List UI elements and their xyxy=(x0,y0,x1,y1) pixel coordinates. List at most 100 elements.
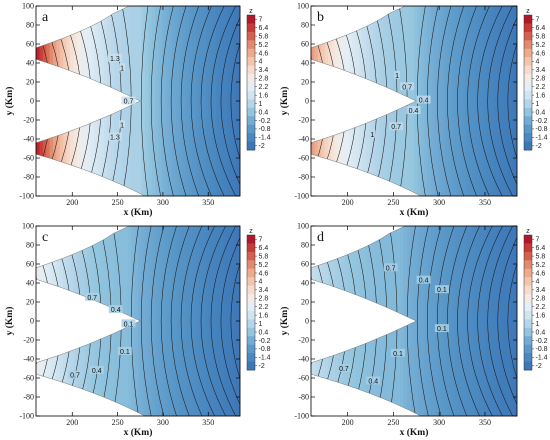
colorbar-title: z xyxy=(249,8,253,15)
colorbar-tick-label: 5.2 xyxy=(536,262,546,269)
contour-label: 0.7 xyxy=(391,124,401,131)
colorbar-title: z xyxy=(526,8,530,15)
x-tick-label: 350 xyxy=(202,418,214,427)
colorbar-tick-label: 1.6 xyxy=(536,92,546,99)
colorbar-tick-label: 1 xyxy=(536,101,540,108)
x-axis-label: x (Km) xyxy=(124,427,153,438)
contour-fill-a xyxy=(36,6,240,196)
colorbar-tick-label: -0.2 xyxy=(259,338,271,345)
panel-letter: b xyxy=(317,10,324,25)
y-axis-label: y (Km) xyxy=(279,307,290,336)
colorbar-tick-label: 5.8 xyxy=(536,253,546,260)
x-tick-label: 350 xyxy=(202,198,214,207)
contour-label: 1.3 xyxy=(110,135,120,142)
colorbar-tick-label: 7 xyxy=(536,17,540,24)
contour-label: 0.1 xyxy=(124,321,134,328)
y-tick-label: -60 xyxy=(23,154,34,163)
contour-label: 1 xyxy=(120,65,124,72)
colorbar-tick-label: 7 xyxy=(259,237,263,244)
colorbar-tick-label: 1.6 xyxy=(259,92,269,99)
contour-label: 1.3 xyxy=(110,56,120,63)
x-tick-label: 250 xyxy=(387,418,399,427)
y-tick-label: 40 xyxy=(301,279,309,288)
x-tick-label: 350 xyxy=(479,418,491,427)
y-axis-label: y (Km) xyxy=(4,87,15,116)
contour-label: 0.7 xyxy=(386,265,396,272)
y-tick-label: 100 xyxy=(297,2,309,11)
colorbar-b: z76.45.8 5.24.6 43.4 2.82.21.6 10.4 -0.2-0.8 -… xyxy=(523,8,548,151)
y-tick-label: -20 xyxy=(23,336,34,345)
colorbar-tick-label: 6.4 xyxy=(536,25,546,32)
colorbar-tick-label: 5.2 xyxy=(259,262,269,269)
colorbar-tick-label: -2 xyxy=(536,363,542,370)
y-tick-label: -20 xyxy=(298,336,309,345)
x-tick-label: 250 xyxy=(112,198,124,207)
colorbar-tick-label: 2.2 xyxy=(536,304,546,311)
colorbar-tick-label: 6.4 xyxy=(259,245,269,252)
colorbar-tick-label: 1.6 xyxy=(536,312,546,319)
y-tick-label: -100 xyxy=(294,412,309,421)
colorbar-tick-label: -1.4 xyxy=(536,135,548,142)
colorbar-tick-label: 4.6 xyxy=(536,270,546,277)
colorbar-tick-label: 5.8 xyxy=(536,33,546,40)
y-tick-label: -60 xyxy=(298,374,309,383)
contour-label: 0.1 xyxy=(437,326,447,333)
y-tick-label: 0 xyxy=(305,317,309,326)
panel-a: 200 250 300 350 -100 -80 -60 -40 -20 0 20 40 60 80 100… xyxy=(4,2,271,219)
contour-fill-b xyxy=(311,6,517,196)
colorbar-tick-label: 2.8 xyxy=(536,76,546,83)
x-tick-label: 200 xyxy=(342,198,354,207)
colorbar-tick-label: 5.8 xyxy=(259,253,269,260)
colorbar-tick-label: 2.2 xyxy=(536,84,546,91)
colorbar-tick-label: 2.2 xyxy=(259,84,269,91)
colorbar-tick-label: 0.4 xyxy=(259,329,269,336)
x-tick-label: 300 xyxy=(157,418,169,427)
contour-label: 0.7 xyxy=(339,366,349,373)
colorbar-tick-label: -0.8 xyxy=(536,126,548,133)
colorbar-tick-label: 4.6 xyxy=(536,50,546,57)
x-tick-label: 200 xyxy=(66,418,78,427)
y-tick-label: 100 xyxy=(22,222,34,231)
y-tick-label: 80 xyxy=(26,21,34,30)
y-tick-label: 20 xyxy=(301,78,309,87)
colorbar-tick-label: 5.2 xyxy=(536,42,546,49)
colorbar-tick-label: 2.8 xyxy=(536,296,546,303)
y-tick-label: -60 xyxy=(23,374,34,383)
colorbar-title: z xyxy=(526,228,530,235)
colorbar-tick-label: 4.6 xyxy=(259,50,269,57)
y-tick-label: -100 xyxy=(294,192,309,201)
colorbar-tick-label: -0.2 xyxy=(536,118,548,125)
y-tick-label: -20 xyxy=(23,116,34,125)
colorbar-tick-label: 0.4 xyxy=(536,329,546,336)
y-tick-label: 20 xyxy=(301,298,309,307)
y-tick-label: 80 xyxy=(301,21,309,30)
x-tick-label: 250 xyxy=(112,418,124,427)
y-tick-label: -60 xyxy=(298,154,309,163)
contour-label: 0.4 xyxy=(409,108,419,115)
panel-letter: c xyxy=(42,230,48,245)
y-tick-label: 60 xyxy=(301,260,309,269)
contour-label: 0.1 xyxy=(393,351,403,358)
panel-letter: a xyxy=(42,10,49,25)
colorbar-tick-label: -1.4 xyxy=(536,355,548,362)
x-tick-label: 300 xyxy=(433,198,445,207)
colorbar-tick-label: 4 xyxy=(259,59,263,66)
x-tick-label: 250 xyxy=(387,198,399,207)
y-tick-label: -80 xyxy=(298,393,309,402)
colorbar-tick-label: -0.8 xyxy=(259,126,271,133)
colorbar-tick-label: -2 xyxy=(259,363,265,370)
colorbar-tick-label: -2 xyxy=(536,143,542,150)
y-tick-label: 100 xyxy=(22,2,34,11)
colorbar-tick-label: 7 xyxy=(536,237,540,244)
y-tick-label: 20 xyxy=(26,298,34,307)
y-tick-label: 40 xyxy=(26,279,34,288)
colorbar-tick-label: -0.2 xyxy=(259,118,271,125)
panel-b: 200 250 300 350 -100 -80 -60 -40 -20 0 20 40 60 80 100… xyxy=(279,2,548,219)
colorbar-tick-label: 7 xyxy=(259,17,263,24)
x-axis-label: x (Km) xyxy=(400,207,429,218)
y-axis-label: y (Km) xyxy=(279,87,290,116)
contour-label: 1 xyxy=(395,73,399,80)
colorbar-tick-label: 1 xyxy=(259,101,263,108)
contour-label: 1 xyxy=(120,122,124,129)
y-tick-label: 0 xyxy=(305,97,309,106)
